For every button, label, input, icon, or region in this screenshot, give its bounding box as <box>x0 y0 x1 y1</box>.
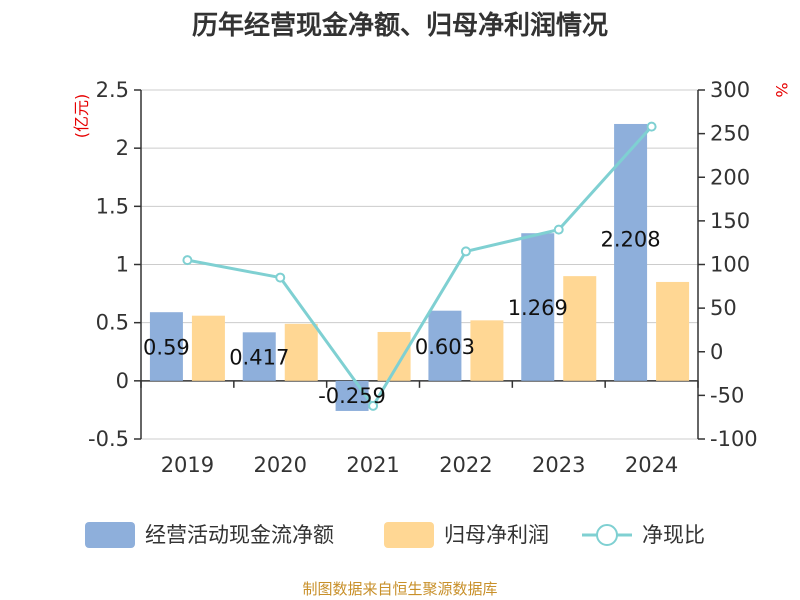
data-label-cashflow: 0.59 <box>143 336 190 360</box>
right-tick-label: 200 <box>710 165 750 189</box>
ratio-point <box>553 224 564 235</box>
bar-cashflow <box>428 310 462 381</box>
bar-profit <box>656 281 690 381</box>
ratio-point <box>182 255 193 266</box>
left-tick-label: 2.5 <box>96 78 129 102</box>
left-tick-label: 0 <box>116 369 129 393</box>
right-tick-label: 50 <box>710 296 737 320</box>
legend-label-cashflow: 经营活动现金流净额 <box>145 523 334 547</box>
x-tick-label: 2020 <box>254 453 307 477</box>
bar-profit <box>191 315 225 381</box>
data-label-cashflow: 1.269 <box>508 296 568 320</box>
legend-swatch-profit <box>384 522 434 548</box>
right-tick-label: 150 <box>710 209 750 233</box>
legend-swatch-cashflow <box>85 522 135 548</box>
ratio-point <box>460 246 471 257</box>
right-axis-unit: % <box>772 82 791 97</box>
bar-cashflow <box>149 312 183 381</box>
left-tick-label: 0.5 <box>96 311 129 335</box>
bar-cashflow <box>335 380 369 411</box>
right-tick-label: 250 <box>710 122 750 146</box>
ratio-point <box>275 272 286 283</box>
x-tick-label: 2019 <box>161 453 214 477</box>
bar-profit <box>284 323 318 381</box>
bar-cashflow <box>242 332 276 381</box>
left-axis-ticks: 2.5 2 1.5 1 0.5 0 -0.5 <box>88 78 141 451</box>
legend-label-ratio: 净现比 <box>642 523 705 547</box>
x-tick-label: 2022 <box>439 453 492 477</box>
x-axis-ticks: 2019 2020 2021 2022 2023 2024 <box>140 380 699 477</box>
right-tick-label: -50 <box>710 383 744 407</box>
data-label-cashflow: 0.417 <box>229 346 289 370</box>
bars <box>149 123 690 411</box>
bar-profit <box>563 276 597 381</box>
right-tick-label: 100 <box>710 253 750 277</box>
x-tick-label: 2024 <box>625 453 678 477</box>
bar-cashflow <box>614 123 648 381</box>
data-label-cashflow: -0.259 <box>318 384 386 408</box>
source-note: 制图数据来自恒生聚源数据库 <box>302 580 497 598</box>
right-tick-label: 300 <box>710 78 750 102</box>
ratio-line <box>182 121 657 411</box>
left-tick-label: 1 <box>116 253 129 277</box>
x-tick-label: 2023 <box>532 453 585 477</box>
left-tick-label: 1.5 <box>96 194 129 218</box>
left-tick-label: -0.5 <box>88 427 129 451</box>
bar-cashflow <box>521 233 555 381</box>
left-tick-label: 2 <box>116 136 129 160</box>
right-tick-label: -100 <box>710 427 758 451</box>
legend-marker-ratio <box>596 524 618 546</box>
ratio-point <box>368 400 379 411</box>
data-label-cashflow: 0.603 <box>415 335 475 359</box>
right-axis-ticks: 300 250 200 150 100 50 0 -50 -100 <box>698 78 758 451</box>
ratio-point <box>646 121 657 132</box>
ratio-line-path <box>187 125 653 409</box>
chart-title: 历年经营现金净额、归母净利润情况 <box>192 10 608 41</box>
bar-profit <box>470 320 504 381</box>
legend-label-profit: 归母净利润 <box>444 523 549 547</box>
data-labels: 0.59 0.417 -0.259 0.603 1.269 2.208 <box>143 227 661 407</box>
legend: 经营活动现金流净额 归母净利润 净现比 <box>85 522 705 548</box>
left-axis-unit: (亿元) <box>72 94 91 139</box>
data-label-cashflow: 2.208 <box>601 227 661 251</box>
x-tick-label: 2021 <box>346 453 399 477</box>
right-tick-label: 0 <box>710 340 723 364</box>
